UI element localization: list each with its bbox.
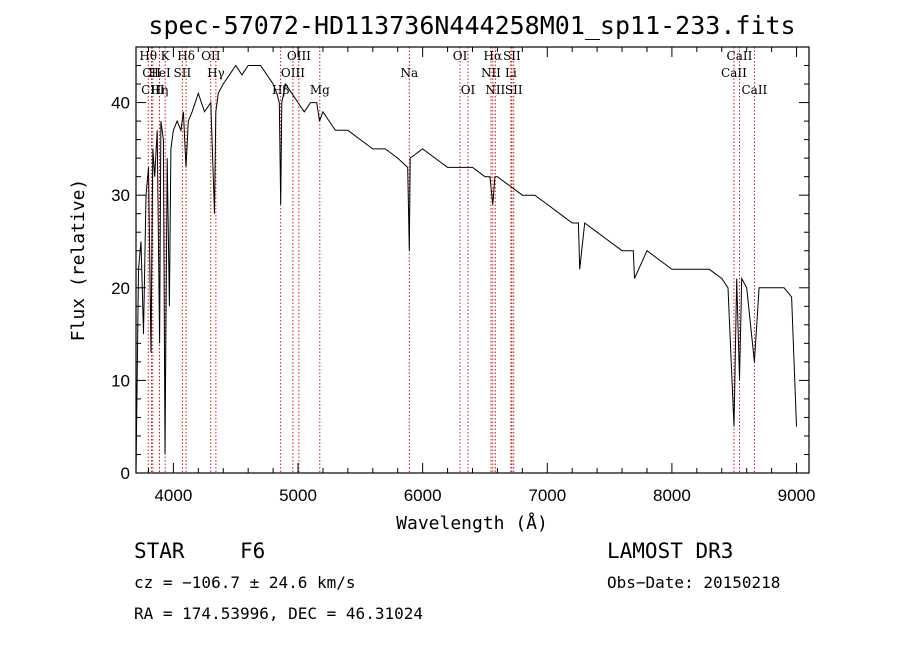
radial-velocity: cz = −106.7 ± 24.6 km/s — [134, 573, 356, 592]
line-label-13: Mg — [310, 83, 330, 97]
line-label-3: K — [161, 49, 171, 63]
line-label-9: Hγ — [207, 66, 225, 80]
line-label-21: Li — [505, 66, 517, 80]
y-tick-label-3: 30 — [111, 186, 130, 205]
line-label-5: Hη — [151, 83, 169, 97]
line-label-0: Hθ — [139, 49, 157, 63]
spectral-subclass: F6 — [240, 539, 265, 563]
line-label-20: SII — [503, 49, 521, 63]
line-label-24: CaII — [721, 66, 747, 80]
line-label-22: SII — [505, 83, 523, 97]
y-tick-label-1: 10 — [111, 371, 130, 390]
line-label-6: SII — [174, 66, 192, 80]
line-label-25: CaII — [741, 83, 767, 97]
line-label-8: OII — [201, 49, 221, 63]
line-label-19: NII — [485, 83, 505, 97]
sky-coordinates: RA = 174.53996, DEC = 46.31024 — [134, 604, 423, 623]
line-label-18: NII — [481, 66, 501, 80]
y-tick-label-4: 40 — [111, 94, 130, 113]
x-tick-label-1: 5000 — [279, 486, 317, 505]
x-axis-label: Wavelength (Å) — [396, 512, 548, 534]
plot-frame — [135, 46, 810, 474]
x-tick-label-2: 6000 — [404, 486, 442, 505]
line-label-10: OIII — [287, 49, 311, 63]
line-label-7: Hδ — [177, 49, 195, 63]
object-class: STAR — [134, 539, 185, 563]
line-label-15: OI — [453, 49, 468, 63]
y-axis-label: Flux (relative) — [68, 179, 89, 342]
line-label-23: CaII — [727, 49, 753, 63]
line-label-2: CIII — [141, 83, 165, 97]
y-tick-label-2: 20 — [111, 279, 130, 298]
x-axis-ticks: 4000 5000 6000 7000 8000 9000 — [147, 47, 816, 505]
observation-date: Obs−Date: 20150218 — [607, 573, 780, 592]
x-tick-label-3: 7000 — [528, 486, 566, 505]
line-label-1: CII — [142, 66, 161, 80]
line-label-16: OI — [461, 83, 476, 97]
line-label-11: OIII — [281, 66, 305, 80]
line-label-17: Hα — [484, 49, 503, 63]
survey-name: LAMOST DR3 — [607, 539, 733, 563]
x-tick-label-5: 9000 — [778, 486, 816, 505]
y-tick-label-0: 0 — [121, 464, 130, 483]
chart-title: spec-57072-HD113736N444258M01_sp11-233.f… — [148, 11, 795, 40]
x-tick-label-4: 8000 — [653, 486, 691, 505]
spectral-line-markers — [147, 47, 755, 473]
line-label-4: HeI — [148, 66, 171, 80]
line-label-14: Na — [400, 66, 418, 80]
spectrum-line — [135, 64, 797, 474]
y-axis-ticks: 0 10 20 30 40 — [111, 65, 809, 483]
x-tick-label-0: 4000 — [154, 486, 192, 505]
